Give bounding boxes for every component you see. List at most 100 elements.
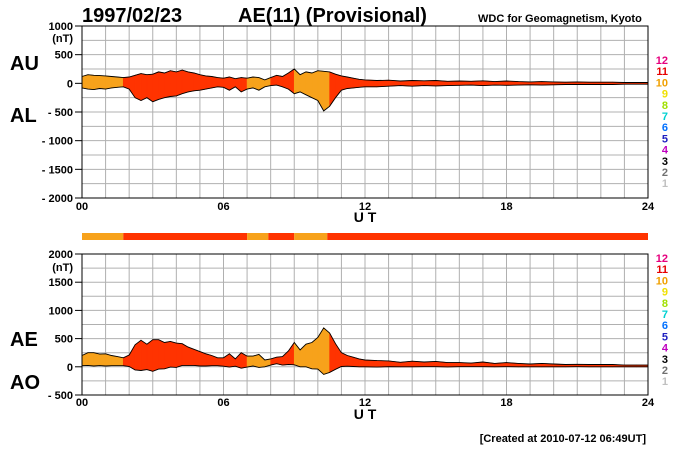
au-al-y-tick-label: 500 xyxy=(55,50,73,62)
au-al-y-tick-label: 1000 xyxy=(49,21,73,33)
au-al-y-tick-label: - 1000 xyxy=(42,136,73,148)
ae-ao-area-segment xyxy=(193,348,201,367)
ae-ao-area-segment xyxy=(170,341,177,368)
ae-ao-area-segment xyxy=(317,326,325,376)
au-al-legend-item: 5 xyxy=(662,133,668,145)
au-al-area-segment xyxy=(305,71,313,99)
ae-ao-area-segment xyxy=(246,355,254,368)
au-al-x-tick-label: 00 xyxy=(76,201,88,213)
ae-ao-area-segment xyxy=(376,360,389,368)
au-al-area-segment xyxy=(187,71,195,93)
au-al-x-axis-label: U T xyxy=(354,209,377,225)
au-al-y-tick-label: - 2000 xyxy=(42,193,73,205)
ae-ao-grid xyxy=(82,254,648,395)
ae-ao-area-segment xyxy=(111,355,118,366)
au-al-area-segment xyxy=(176,69,183,97)
au-al-area-segment xyxy=(105,75,112,90)
au-al-area-segment xyxy=(158,71,165,100)
ae-ao-y-tick-label: - 500 xyxy=(48,390,73,402)
au-al-area-segment xyxy=(140,73,148,102)
ae-ao-legend-item: 4 xyxy=(662,343,669,355)
au-al-area-segment xyxy=(164,70,171,99)
ae-ao-legend-item: 12 xyxy=(656,253,668,265)
au-al-area-segment xyxy=(317,70,325,112)
ae-ao-legend-item: 7 xyxy=(662,309,668,321)
ae-ao-area-segment xyxy=(364,359,378,368)
ae-ao-area-segment xyxy=(176,342,183,368)
au-al-legend-item: 7 xyxy=(662,111,668,123)
au-al-area-segment xyxy=(341,75,348,91)
ae-ao-legend-item: 11 xyxy=(656,264,668,276)
ae-ao-area-segment xyxy=(146,339,154,372)
au-series-line xyxy=(81,68,648,83)
ae-ao-area-segment xyxy=(128,343,136,371)
au-al-area-segment xyxy=(352,77,360,89)
au-al-legend-item: 11 xyxy=(656,66,668,78)
au-al-area-segment xyxy=(199,74,207,91)
ae-ao-legend-item: 5 xyxy=(662,331,668,343)
au-al-x-tick-label: 06 xyxy=(217,201,229,213)
au-al-x-tick-label: 12 xyxy=(359,201,371,213)
ae-ao-area-segment xyxy=(217,357,224,367)
au-al-area-segment xyxy=(246,76,254,90)
au-al-area-segment xyxy=(117,76,124,88)
au-al-area-segment xyxy=(376,79,389,88)
ae-ao-area-segment xyxy=(447,362,460,368)
au-al-x-tick-label: 18 xyxy=(500,201,512,213)
ao-label: AO xyxy=(10,372,40,394)
station-bar-segment xyxy=(82,233,124,240)
au-al-area-segment xyxy=(99,75,106,90)
ae-ao-areas xyxy=(81,326,649,376)
au-al-area-segment xyxy=(81,74,89,90)
au-al-legend-item: 8 xyxy=(662,100,668,112)
station-bar-segment xyxy=(123,233,248,240)
au-al-area-segment xyxy=(128,74,136,99)
ae-ao-area-segment xyxy=(99,353,106,367)
ae-ao-frame xyxy=(81,253,649,396)
station-count-bar xyxy=(82,233,648,240)
au-al-y-ticks: 1000 500 0 - 500 - 1000 - 1500 - 2000 xyxy=(42,21,82,205)
ae-ao-x-tick-label: 00 xyxy=(76,397,88,409)
au-al-area-segment xyxy=(146,73,154,103)
au-al-area-segment xyxy=(181,69,189,95)
created-timestamp: [Created at 2010-07-12 06:49UT] xyxy=(480,433,647,445)
au-label: AU xyxy=(10,53,39,75)
au-al-area-segment xyxy=(193,72,201,92)
au-al-area-segment xyxy=(311,70,319,102)
ae-ao-area-segment xyxy=(323,327,330,375)
au-al-area-segment xyxy=(423,80,437,87)
ae-ao-y-tick-label: 500 xyxy=(55,334,73,346)
au-al-grid xyxy=(82,26,648,198)
au-al-area-segment xyxy=(93,74,100,91)
ae-ao-x-tick-label: 18 xyxy=(500,397,512,409)
ae-ao-area-segment xyxy=(164,341,171,370)
au-al-areas xyxy=(81,68,649,112)
au-al-x-ticks: 00 06 12 18 24 xyxy=(76,201,655,213)
au-al-legend-item: 9 xyxy=(662,89,668,101)
al-label: AL xyxy=(10,105,37,127)
au-al-area-segment xyxy=(293,68,301,95)
station-bar-segment xyxy=(327,233,648,240)
au-al-area-segment xyxy=(364,79,378,88)
ae-ao-area-segment xyxy=(234,351,242,369)
au-al-unit-label: (nT) xyxy=(52,33,73,45)
ae-ao-legend-item: 3 xyxy=(662,354,668,366)
ae-ao-y-ticks: 2000 1500 1000 500 0 - 500 xyxy=(48,249,82,402)
au-al-area-segment xyxy=(87,74,95,90)
date-label: 1997/02/23 xyxy=(82,5,182,27)
au-al-area-segment xyxy=(211,76,218,89)
ae-ao-y-tick-label: 2000 xyxy=(49,249,73,261)
au-al-legend-item: 6 xyxy=(662,122,668,134)
ae-ao-area-segment xyxy=(140,339,148,371)
au-al-x-tick-label: 24 xyxy=(642,201,655,213)
au-al-legend-item: 2 xyxy=(662,167,668,179)
ae-ao-legend-item: 6 xyxy=(662,320,668,332)
au-al-area-segment xyxy=(170,70,177,97)
station-bar-segment xyxy=(268,233,295,240)
ae-label: AE xyxy=(10,329,38,351)
ae-ao-area-segment xyxy=(305,342,313,370)
